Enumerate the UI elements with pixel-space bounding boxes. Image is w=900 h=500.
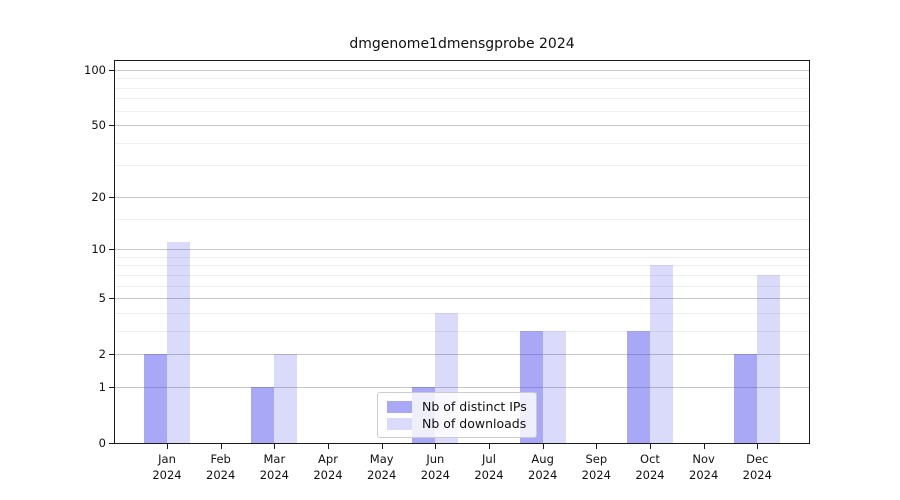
bar-downloads-mar: [274, 354, 298, 443]
y-tick-label: 0: [98, 436, 106, 450]
y-tick-label: 5: [98, 291, 106, 306]
y-tick-label: 20: [91, 189, 106, 204]
gridline-major: [115, 196, 809, 198]
bar-distinct-ips-oct: [626, 330, 650, 443]
y-tick-label: 10: [91, 242, 106, 257]
gridline-minor: [115, 256, 809, 258]
bar-downloads-jan: [167, 242, 190, 443]
gridline-minor: [115, 285, 809, 287]
gridline-major: [115, 249, 809, 251]
x-tick-mark: [542, 444, 544, 449]
plot-area: [114, 60, 810, 444]
x-tick-mark: [327, 444, 329, 449]
gridline-minor: [115, 165, 809, 167]
y-tick-mark: [109, 69, 114, 71]
x-tick-label-aug: Aug 2024: [528, 452, 558, 482]
y-tick-mark: [109, 386, 114, 388]
bar-downloads-dec: [757, 274, 781, 443]
legend-label-downloads: Nb of downloads: [422, 416, 527, 431]
gridline-major: [115, 125, 809, 127]
y-tick-mark: [109, 249, 114, 251]
x-tick-label-oct: Oct 2024: [635, 452, 665, 482]
chart-title: dmgenome1dmensgprobe 2024: [349, 36, 575, 52]
x-tick-label-mar: Mar 2024: [259, 452, 289, 482]
legend: Nb of distinct IPs Nb of downloads: [377, 392, 537, 438]
x-tick-label-apr: Apr 2024: [313, 452, 343, 482]
x-tick-mark: [703, 444, 705, 449]
legend-swatch-downloads-icon: [387, 417, 412, 430]
legend-item-distinct-ips: Nb of distinct IPs: [387, 398, 527, 415]
x-tick-label-jul: Jul 2024: [474, 452, 504, 482]
gridline-major: [115, 298, 809, 300]
x-tick-mark: [220, 444, 222, 449]
x-tick-mark: [435, 444, 437, 449]
legend-swatch-distinct-ips-icon: [387, 400, 412, 413]
y-tick-label: 2: [98, 347, 106, 362]
x-tick-label-jan: Jan 2024: [152, 452, 182, 482]
x-tick-label-dec: Dec 2024: [742, 452, 772, 482]
y-tick-mark: [109, 196, 114, 198]
gridline-major: [115, 386, 809, 388]
x-tick-label-may: May 2024: [367, 452, 397, 482]
bar-distinct-ips-jan: [144, 354, 167, 443]
gridline-minor: [115, 78, 809, 80]
y-tick-mark: [109, 125, 114, 127]
gridline-major: [115, 354, 809, 356]
y-tick-label: 1: [98, 379, 106, 394]
x-tick-mark: [167, 444, 168, 449]
gridline-minor: [115, 87, 809, 89]
x-tick-label-jun: Jun 2024: [420, 452, 450, 482]
gridline-minor: [115, 265, 809, 267]
y-tick-mark: [109, 298, 114, 300]
bar-distinct-ips-dec: [734, 354, 758, 443]
bar-downloads-oct: [649, 265, 673, 443]
gridline-minor: [115, 312, 809, 314]
gridline-minor: [115, 98, 809, 100]
x-tick-mark: [381, 444, 383, 449]
y-tick-mark: [109, 354, 114, 356]
x-tick-label-nov: Nov 2024: [689, 452, 719, 482]
legend-label-distinct-ips: Nb of distinct IPs: [422, 399, 527, 414]
y-tick-mark: [109, 443, 114, 444]
gridline-major: [115, 69, 809, 71]
legend-item-downloads: Nb of downloads: [387, 415, 527, 432]
x-tick-label-sep: Sep 2024: [581, 452, 611, 482]
gridline-minor: [115, 110, 809, 112]
gridline-minor: [115, 218, 809, 220]
y-tick-label: 100: [84, 62, 106, 77]
x-tick-mark: [649, 444, 651, 449]
bar-downloads-aug: [542, 330, 566, 443]
x-tick-mark: [757, 444, 759, 449]
gridline-minor: [115, 330, 809, 332]
x-tick-label-feb: Feb 2024: [206, 452, 236, 482]
bar-distinct-ips-mar: [251, 386, 275, 443]
x-tick-mark: [488, 444, 490, 449]
gridline-minor: [115, 142, 809, 144]
gridline-minor: [115, 274, 809, 276]
x-tick-mark: [274, 444, 276, 449]
x-tick-mark: [596, 444, 598, 449]
y-tick-label: 50: [91, 118, 106, 133]
